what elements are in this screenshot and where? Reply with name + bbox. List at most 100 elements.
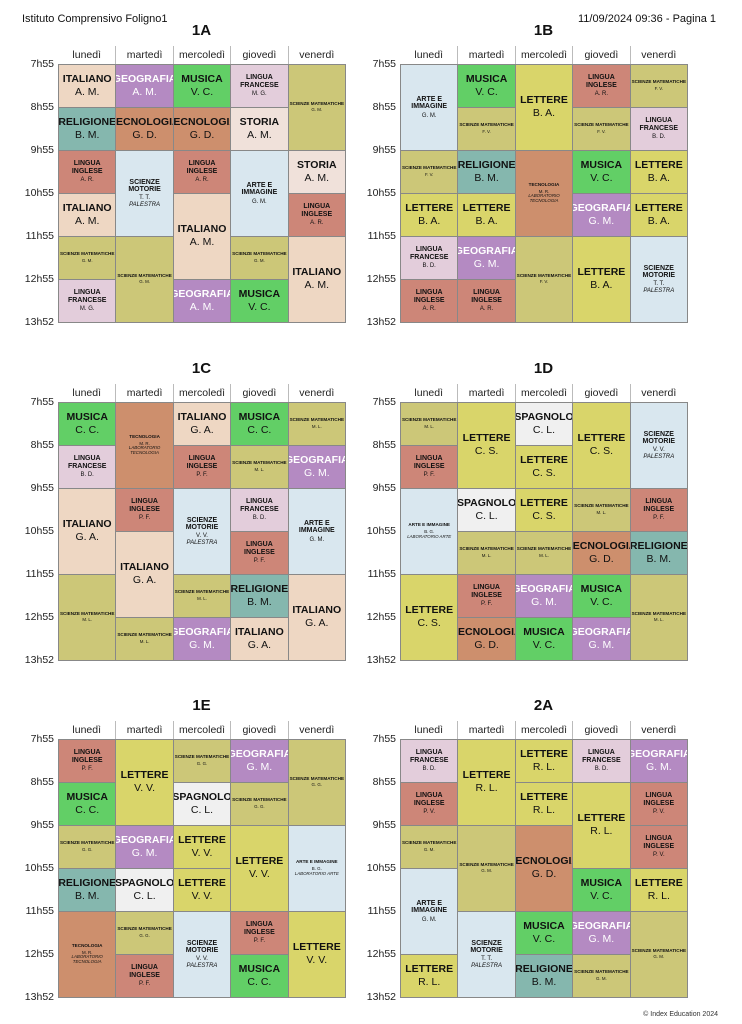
lesson-subject: SCIENZE MATEMATICHE [401, 165, 457, 171]
lesson-teacher: B. G. [424, 529, 435, 535]
lesson-subject: ITALIANO [177, 223, 227, 236]
lesson-subject: LINGUA INGLESE [643, 792, 675, 807]
lesson-subject: LINGUA INGLESE [71, 749, 103, 764]
lesson-subject: SCIENZE MOTORIE [185, 516, 219, 531]
lesson-cell: LINGUA INGLESE A. R. [572, 64, 631, 108]
lesson-subject: LINGUA FRANCESE [67, 455, 107, 470]
lesson-cell: LETTERE R. L. [514, 739, 574, 783]
lesson-teacher: G. G. [196, 760, 208, 766]
time-label: 9h55 [372, 819, 396, 831]
lesson-teacher: V. V. [652, 447, 665, 454]
lesson-subject: TECNOLOGIA [528, 181, 560, 187]
day-header: lunedì [72, 724, 101, 736]
lesson-subject: LINGUA INGLESE [586, 74, 617, 89]
lesson-cell: LINGUA FRANCESE B. D. [230, 488, 289, 532]
day-header: venerdì [287, 384, 345, 402]
lesson-subject: LETTERE [577, 266, 626, 279]
time-label: 11h55 [367, 905, 396, 917]
lesson-cell: LETTERE B. A. [629, 150, 688, 194]
lesson-subject: TECNOLOGIA [515, 855, 572, 868]
lesson-subject: GEOGRAFIA [572, 625, 631, 638]
lesson-subject: ARTE E IMMAGINE [411, 899, 448, 915]
lesson-cell: SCIENZE MATEMATICHE G. G. [172, 739, 232, 783]
lesson-cell: SCIENZE MATEMATICHE G. G. [58, 825, 117, 869]
lesson-room: LABORATORIO TECNOLOGIA [528, 193, 560, 204]
lesson-cell: LINGUA INGLESE P. V. [400, 782, 459, 826]
time-label: 11h55 [25, 905, 54, 917]
lesson-teacher: G. M. [311, 107, 323, 113]
lesson-subject: LINGUA FRANCESE [639, 117, 679, 132]
lesson-teacher: G. A. [75, 531, 99, 544]
lesson-teacher: P. F. [253, 938, 265, 945]
day-header: martedì [115, 721, 172, 739]
lesson-cell: SCIENZE MOTORIE V. V. PALESTRA [629, 402, 688, 489]
lesson-teacher: A. M. [304, 279, 330, 292]
lesson-cell: TECNOLOGIAG. D. [457, 617, 516, 661]
lesson-teacher: G. A. [132, 574, 157, 587]
timetable-1d: 1D lunedì martedì mercoledì giovedì venerdì 7h… [354, 360, 688, 674]
lesson-teacher: V. C. [190, 85, 214, 98]
lesson-subject: LETTERE [405, 201, 454, 214]
lesson-room: LABORATORIO ARTE [407, 533, 452, 539]
lesson-teacher: B. D. [252, 515, 267, 522]
lesson-cell: LETTERE C. S. [514, 488, 574, 532]
lesson-room: PALESTRA [643, 453, 675, 460]
time-label: 8h55 [30, 776, 54, 788]
timetable-1c: 1C lunedì martedì mercoledì giovedì venerdì 7h… [12, 360, 346, 674]
timetable-1a: 1A lunedì martedì mercoledì giovedì venerdì 7h… [12, 22, 346, 336]
time-label: 9h55 [30, 819, 54, 831]
lesson-subject: ITALIANO [177, 410, 227, 423]
day-header: mercoledì [514, 46, 572, 64]
lesson-teacher: P. F. [196, 472, 208, 479]
lesson-cell: LETTERE V. V. [287, 911, 346, 998]
lesson-teacher: M. L. [139, 638, 150, 644]
lesson-cell: MUSICA C. C. [58, 782, 117, 826]
lesson-cell: LETTERE C. S. [514, 445, 574, 489]
lesson-subject: STORIA [297, 158, 337, 171]
time-label: 10h55 [24, 525, 54, 537]
time-label: 9h55 [30, 482, 54, 494]
lesson-teacher: C. S. [417, 617, 441, 630]
lesson-teacher: G. M. [246, 760, 273, 773]
lesson-subject: SCIENZE MATEMATICHE [574, 503, 629, 509]
lesson-cell: SCIENZE MATEMATICHE G. M. [629, 911, 688, 998]
lesson-cell: TECNOLOGIAG. D. [115, 107, 174, 151]
lesson-subject: STORIA [239, 115, 280, 128]
lesson-cell: LETTERE B. A. [457, 193, 516, 237]
timetable-title: 1E [192, 697, 211, 714]
lesson-teacher: M. L. [311, 423, 322, 429]
time-label: 13h52 [366, 654, 396, 666]
lesson-subject: LETTERE [178, 833, 226, 846]
timetable-title: 1C [191, 360, 212, 377]
lesson-teacher: V. C. [248, 300, 271, 313]
lesson-cell: SPAGNOLO C. L. [514, 402, 574, 446]
lesson-cell: MUSICA V. C. [514, 911, 574, 955]
lesson-subject: LETTERE [634, 158, 683, 171]
lesson-subject: LINGUA INGLESE [643, 498, 675, 513]
lesson-teacher: G. M. [421, 916, 437, 923]
lesson-subject: LETTERE [462, 769, 511, 782]
time-label: 13h52 [24, 316, 54, 328]
day-header: mercoledì [514, 721, 572, 739]
lesson-cell: LINGUA INGLESE P. F. [115, 954, 174, 998]
lesson-subject: SCIENZE MATEMATICHE [59, 251, 115, 257]
lesson-cell: ITALIANO G. A. [230, 617, 289, 661]
lesson-cell: LINGUA FRANCESE M. G. [230, 64, 289, 108]
lesson-subject: SCIENZE MATEMATICHE [401, 417, 457, 423]
time-label: 12h55 [24, 611, 54, 623]
lesson-subject: SCIENZE MATEMATICHE [117, 926, 172, 932]
lesson-cell: SCIENZE MATEMATICHE G. G. [287, 739, 346, 826]
lesson-subject: SCIENZE MATEMATICHE [59, 610, 115, 616]
lesson-teacher: B. A. [647, 171, 670, 184]
lesson-teacher: M. G. [252, 91, 267, 98]
lesson-cell: LETTERE R. L. [457, 739, 516, 826]
time-label: 8h55 [372, 439, 396, 451]
lesson-subject: GEOGRAFIA [172, 287, 232, 300]
lesson-cell: MUSICA C. C. [58, 402, 117, 446]
lesson-subject: MUSICA [523, 625, 565, 638]
lesson-cell: ARTE E IMMAGINE B. G. LABORATORIO ARTE [400, 488, 459, 575]
lesson-teacher: M. R. [538, 188, 550, 194]
day-header: mercoledì [514, 384, 572, 402]
lesson-teacher: G. M. [423, 846, 435, 852]
lesson-teacher: A. M. [74, 85, 100, 98]
